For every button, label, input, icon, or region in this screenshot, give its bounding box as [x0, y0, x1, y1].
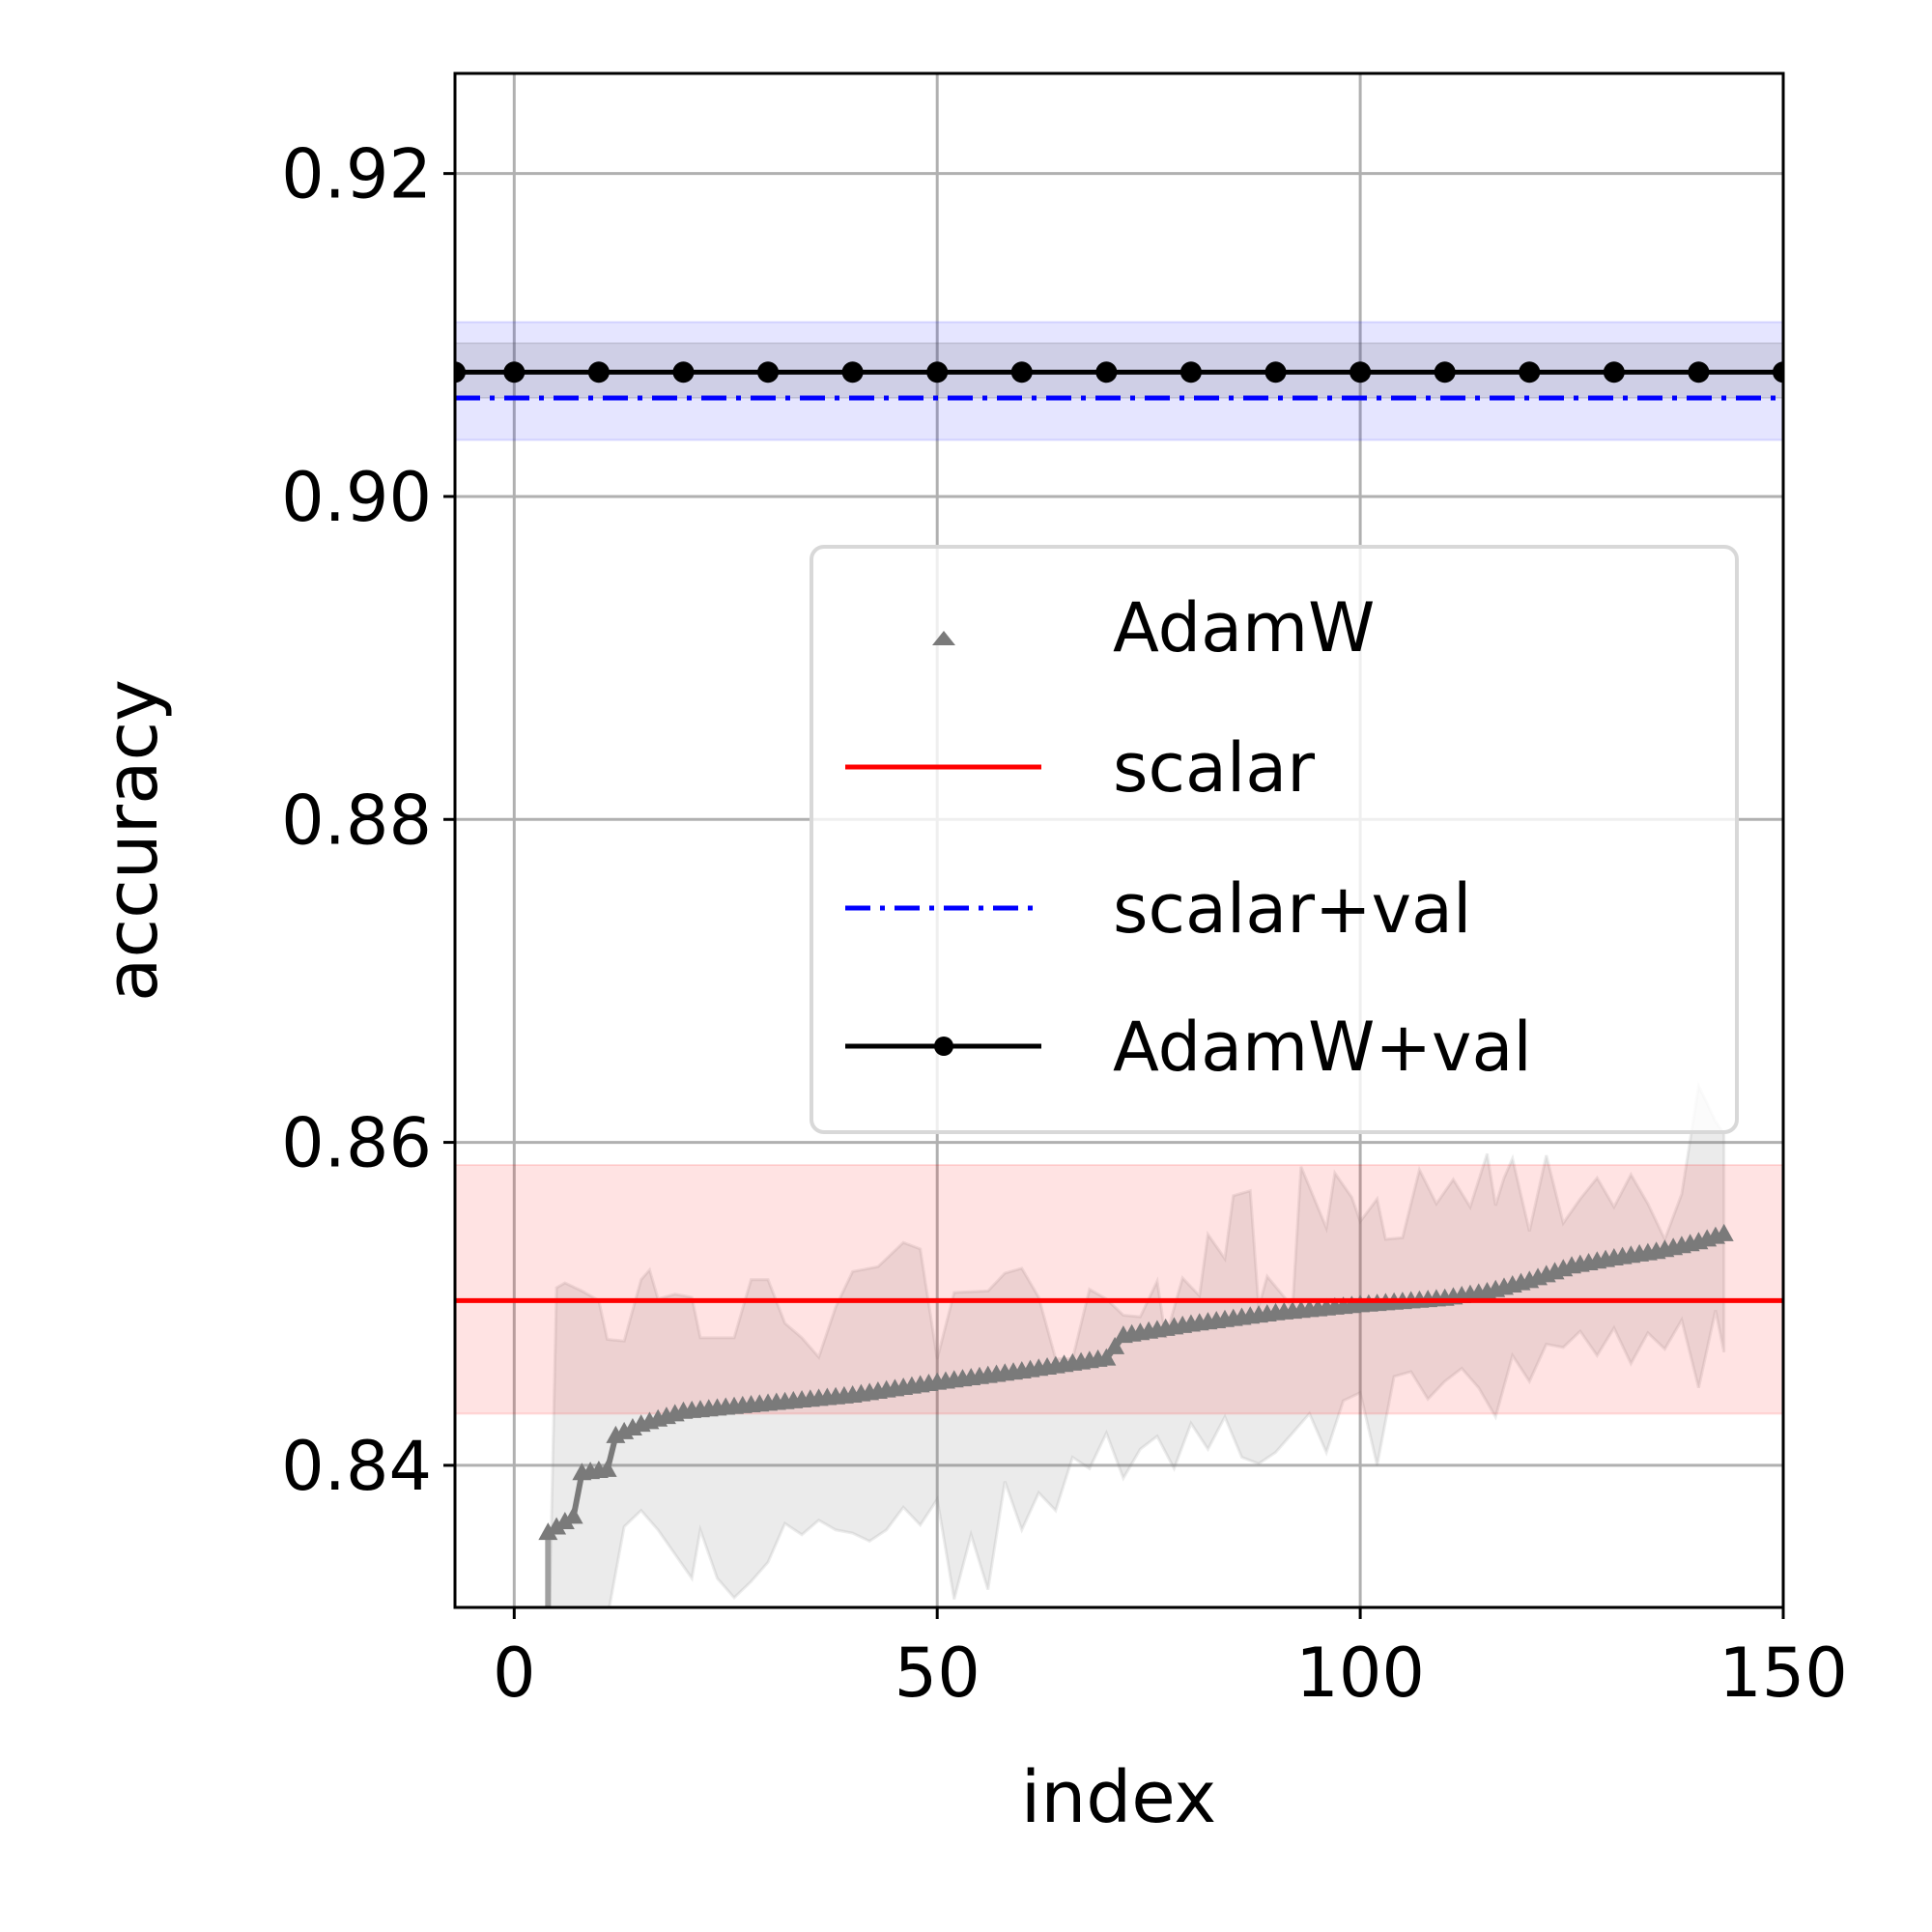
legend-marker-adamw-val: [934, 1037, 953, 1056]
adamw-marker: [1096, 1348, 1117, 1366]
x-tick-label: 50: [895, 1634, 980, 1713]
y-tick-label: 0.88: [281, 781, 432, 860]
adamw-val-marker: [455, 361, 466, 384]
adamw-marker: [538, 1522, 558, 1541]
x-tick-label: 0: [493, 1634, 536, 1713]
adamw-val-marker: [841, 361, 864, 384]
adamw-marker: [597, 1459, 617, 1477]
adamw-val-marker: [757, 361, 780, 384]
y-axis: 0.84 0.86 0.88 0.90 0.92: [281, 135, 455, 1506]
x-tick-label: 100: [1295, 1634, 1425, 1713]
adamw-val-marker: [1603, 361, 1625, 384]
adamw-val-marker: [1095, 361, 1118, 384]
adamw-val-marker: [1350, 361, 1372, 384]
adamw-val-marker: [672, 361, 695, 384]
adamw-val-marker: [1264, 361, 1287, 384]
adamw-val-marker: [503, 361, 526, 384]
y-axis-label: accuracy: [91, 679, 174, 1002]
legend-label-adamw-val: AdamW+val: [1113, 1008, 1532, 1087]
y-tick-label: 0.86: [281, 1104, 432, 1183]
plot-area: [455, 321, 1783, 1607]
legend-label-adamw: AdamW: [1113, 588, 1375, 668]
legend-box: [810, 545, 1739, 1134]
adamw-marker: [547, 1517, 567, 1535]
scalar-val-band: [455, 321, 1783, 441]
legend: AdamW scalar scalar+val AdamW+val: [810, 545, 1739, 1134]
adamw-val-marker: [1519, 361, 1541, 384]
adamw-marker: [563, 1506, 583, 1524]
adamw-val-marker: [1010, 361, 1033, 384]
x-tick-label: 150: [1719, 1634, 1848, 1713]
adamw-marker: [554, 1511, 575, 1529]
y-tick-label: 0.84: [281, 1427, 432, 1506]
adamw-marker: [1714, 1223, 1734, 1241]
adamw-val-marker: [587, 361, 610, 384]
adamw-val-marker: [926, 361, 949, 384]
y-tick-label: 0.92: [281, 135, 432, 214]
legend-label-scalar-val: scalar+val: [1113, 869, 1471, 949]
adamw-val-marker: [1434, 361, 1456, 384]
legend-label-scalar: scalar: [1113, 728, 1315, 808]
y-tick-label: 0.90: [281, 458, 432, 537]
x-axis: 0 50 100 150: [493, 1607, 1848, 1713]
adamw-val-marker: [1179, 361, 1202, 384]
x-axis-label: index: [1021, 1756, 1216, 1839]
axes-frame: [453, 71, 1785, 1609]
scalar-band: [455, 1163, 1783, 1415]
adamw-marker: [1105, 1336, 1125, 1354]
adamw-val-marker: [1688, 361, 1710, 384]
legend-marker-adamw: [932, 631, 955, 645]
adamw-val-marker: [1773, 361, 1783, 384]
